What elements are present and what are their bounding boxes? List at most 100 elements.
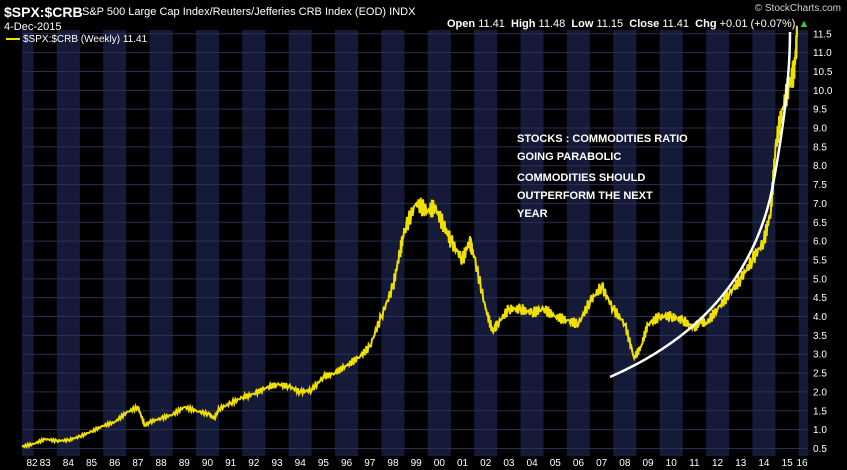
- y-tick-label: 11.0: [813, 48, 832, 59]
- open-label: Open: [447, 18, 476, 30]
- year-band: [195, 30, 220, 456]
- x-tick-label: 94: [295, 458, 307, 469]
- x-tick-label: 85: [86, 458, 98, 469]
- high-label: High: [511, 18, 536, 30]
- x-tick-label: 16: [796, 458, 808, 469]
- chart-date: 4-Dec-2015: [4, 21, 62, 33]
- x-tick-label: 82: [26, 458, 38, 469]
- y-tick-label: 3.0: [813, 350, 827, 361]
- y-tick-label: 6.0: [813, 237, 827, 248]
- x-tick-label: 02: [480, 458, 492, 469]
- year-band: [172, 30, 196, 456]
- change-label: Chg: [695, 18, 717, 30]
- year-band: [219, 30, 243, 456]
- x-tick-label: 10: [666, 458, 678, 469]
- low-label: Low: [571, 18, 594, 30]
- series-legend: $SPX:$CRB (Weekly) 11.41: [6, 34, 147, 45]
- up-arrow-icon: ▲: [798, 18, 810, 30]
- x-axis-ticks: 82 83 84 85 86 87 88 89 90 91 92 93 94 95 96 97 98 99 00 01…: [26, 458, 808, 469]
- y-tick-label: 2.0: [813, 387, 827, 398]
- year-band: [79, 30, 104, 456]
- x-tick-label: 91: [225, 458, 237, 469]
- year-band: [335, 30, 359, 456]
- year-band: [126, 30, 150, 456]
- x-tick-label: 04: [527, 458, 539, 469]
- chart-symbol: $SPX:$CRB: [4, 4, 83, 20]
- year-band: [729, 30, 753, 456]
- year-band: [659, 30, 683, 456]
- parabolic-trend-curve: [609, 31, 792, 379]
- ohlc-bar: Open 11.41 High 11.48 Low 11.15 Close 11…: [447, 18, 809, 30]
- horizontal-gridlines: [22, 33, 808, 449]
- x-tick-label: 97: [364, 458, 376, 469]
- x-tick-label: 01: [457, 458, 469, 469]
- x-tick-label: 13: [735, 458, 747, 469]
- year-band: [427, 30, 451, 456]
- y-tick-label: 1.0: [813, 425, 827, 436]
- y-tick-label: 11.5: [813, 29, 832, 40]
- x-tick-label: 11: [689, 458, 700, 469]
- year-band: [404, 30, 428, 456]
- year-bands: [22, 30, 808, 456]
- x-tick-label: 08: [619, 458, 631, 469]
- x-tick-label: 07: [596, 458, 608, 469]
- x-tick-label: 89: [179, 458, 191, 469]
- x-tick-label: 88: [156, 458, 168, 469]
- year-band: [520, 30, 544, 456]
- open-value: 11.41: [478, 18, 505, 30]
- year-band: [381, 30, 405, 456]
- x-tick-label: 96: [341, 458, 353, 469]
- close-label: Close: [629, 18, 660, 30]
- high-value: 11.48: [538, 18, 566, 30]
- year-band: [33, 30, 57, 456]
- year-band: [798, 30, 808, 456]
- y-tick-label: 1.5: [813, 406, 827, 417]
- x-tick-label: 99: [411, 458, 423, 469]
- x-tick-label: 14: [758, 458, 770, 469]
- y-tick-label: 5.0: [813, 274, 827, 285]
- x-tick-label: 84: [63, 458, 75, 469]
- y-tick-label: 7.0: [813, 199, 827, 210]
- x-tick-label: 92: [248, 458, 260, 469]
- x-tick-label: 05: [550, 458, 562, 469]
- y-tick-label: 5.5: [813, 255, 827, 266]
- year-band: [450, 30, 475, 456]
- stockcharts-brand: © StockCharts.com: [754, 3, 841, 14]
- year-band: [56, 30, 80, 456]
- year-band: [636, 30, 660, 456]
- year-band: [705, 30, 730, 456]
- low-value: 11.15: [596, 18, 624, 30]
- year-band: [265, 30, 289, 456]
- x-tick-label: 95: [318, 458, 330, 469]
- annotation-line-5: YEAR: [517, 208, 548, 220]
- series-line-spx-crb: [21, 25, 799, 450]
- y-tick-label: 8.0: [813, 161, 827, 172]
- year-band: [682, 30, 706, 456]
- x-tick-label: 93: [271, 458, 283, 469]
- x-tick-label: 00: [434, 458, 446, 469]
- legend-label: $SPX:$CRB (Weekly) 11.41: [23, 34, 148, 45]
- y-tick-label: 4.0: [813, 312, 827, 323]
- y-tick-label: 8.5: [813, 142, 827, 153]
- y-tick-label: 10.0: [813, 86, 833, 97]
- x-tick-label: 03: [503, 458, 515, 469]
- x-tick-label: 86: [109, 458, 121, 469]
- x-tick-label: 12: [712, 458, 724, 469]
- year-band: [22, 30, 34, 456]
- x-tick-label: 98: [387, 458, 399, 469]
- y-tick-label: 2.5: [813, 369, 827, 380]
- y-axis-ticks: 0.5 1.0 1.5 2.0 2.5 3.0 3.5 4.0 4.5 5.0 5.5 6.0 6.5 7…: [813, 29, 833, 455]
- year-band: [566, 30, 591, 456]
- year-band: [590, 30, 614, 456]
- annotation-line-1: STOCKS : COMMODITIES RATIO: [517, 133, 688, 145]
- annotation-line-3: COMMODITIES SHOULD: [517, 172, 645, 184]
- year-band: [613, 30, 637, 456]
- x-tick-label: 06: [573, 458, 585, 469]
- year-band: [103, 30, 127, 456]
- x-tick-label: 83: [40, 458, 52, 469]
- y-tick-label: 9.5: [813, 105, 827, 116]
- year-band: [497, 30, 521, 456]
- close-value: 11.41: [662, 18, 690, 30]
